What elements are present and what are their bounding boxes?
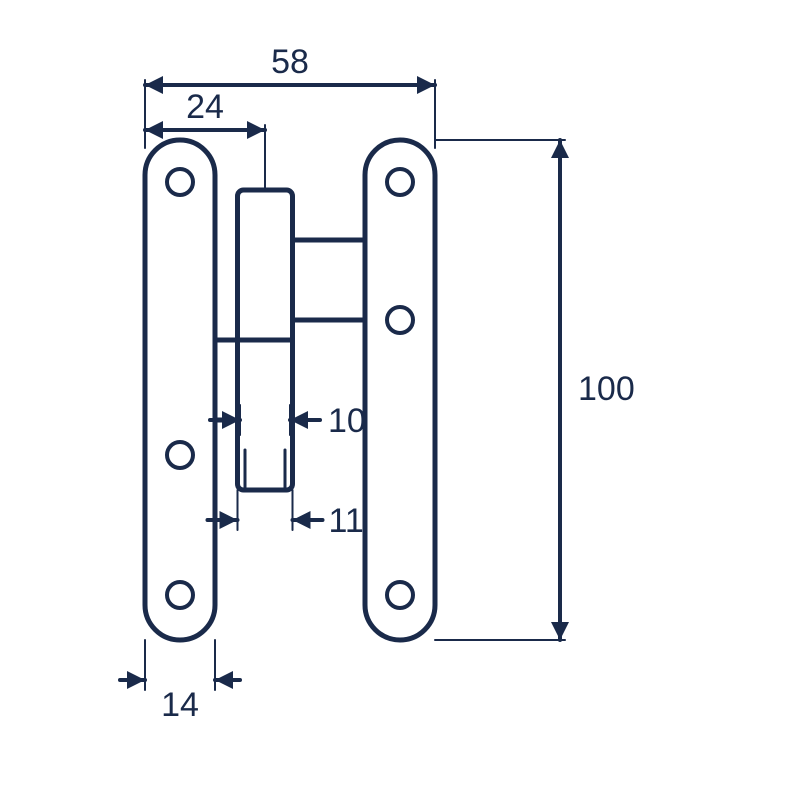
dim-plate-width: 14 <box>161 686 199 724</box>
dim-leaf-width: 24 <box>186 88 224 126</box>
dim-overall-height: 100 <box>578 370 635 408</box>
dim-knuckle-inner: 10 <box>328 402 366 440</box>
dim-overall-width: 58 <box>271 43 309 81</box>
hinge-technical-drawing: 58 24 100 10 11 14 <box>0 0 800 800</box>
dim-knuckle-outer: 11 <box>329 502 364 540</box>
